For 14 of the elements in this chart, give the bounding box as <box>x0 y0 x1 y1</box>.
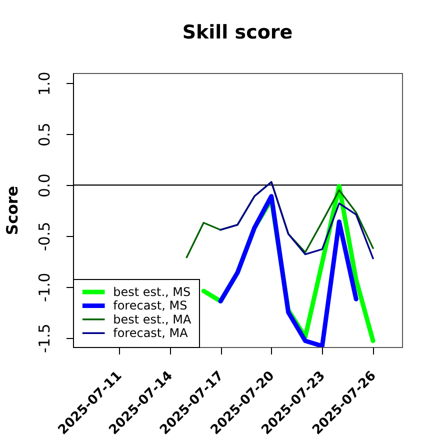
legend-label: forecast, MA <box>113 326 189 340</box>
y-axis-title: Score <box>4 186 22 236</box>
y-tick-label: 0.5 <box>36 122 54 147</box>
legend-label: forecast, MS <box>113 298 188 313</box>
chart-title: Skill score <box>182 21 293 44</box>
line-series <box>220 181 374 260</box>
legend-label: best est., MA <box>113 312 192 326</box>
legend-label: best est., MS <box>113 285 191 299</box>
y-tick-label: -0.5 <box>36 222 54 252</box>
y-tick-label: 1.0 <box>36 72 54 96</box>
line-series <box>218 194 358 347</box>
y-tick-label: -1.5 <box>36 324 54 353</box>
y-tick-label: -1.0 <box>36 272 54 302</box>
y-tick-label: 0.0 <box>36 174 54 198</box>
